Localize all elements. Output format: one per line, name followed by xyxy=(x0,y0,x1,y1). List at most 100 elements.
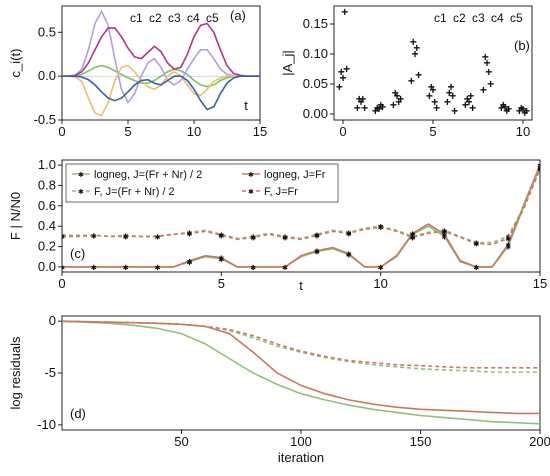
x-tick-label: 15 xyxy=(253,124,267,139)
scatter-point: + xyxy=(518,101,525,115)
plot-area: ✱ ✱ ✱ ✱✱ ✱✱ ✱✱ ✱✱✱ ✱✱✱✱✱ ✱ ✱ ✱✱ ✱✱ ✱✱ ✱✱✱ ✱✱✱✱✱ ✱ ✱ ✱✱ ✱ ✱ ✱… xyxy=(59,162,543,272)
scatter-point: + xyxy=(467,89,474,103)
scatter-point: + xyxy=(446,86,453,100)
y-tick-label: 0.0 xyxy=(38,68,56,83)
scatter-point: + xyxy=(375,102,382,116)
series-marker: ✱ xyxy=(473,240,479,248)
series-line-2 xyxy=(62,164,540,268)
scatter-point: + xyxy=(523,104,530,118)
series-marker: ✱ xyxy=(410,230,416,238)
axes-frame xyxy=(61,315,541,431)
scatter-point: + xyxy=(482,50,489,64)
scatter-point: + xyxy=(357,95,364,109)
scatter-point: + xyxy=(485,65,492,79)
series-marker: ✱ xyxy=(218,231,224,239)
series-marker: ✱ xyxy=(187,230,193,238)
legend-entry: c2 xyxy=(149,11,162,25)
series-marker: ✱ xyxy=(91,264,97,272)
scatter-point: + xyxy=(341,5,348,19)
series-marker: ✱ xyxy=(441,233,447,241)
series-marker: ✱ xyxy=(378,224,384,232)
series-marker: ✱ xyxy=(59,264,65,272)
y-axis-label: |A_j| xyxy=(280,50,295,76)
legend-entry: c2 xyxy=(453,11,466,25)
x-tick-label: 10 xyxy=(187,124,201,139)
y-tick-label: 0.8 xyxy=(38,177,56,192)
legend-entry: logneg, J=(Fr + Nr) / 2 xyxy=(94,169,202,181)
x-tick-label: 0 xyxy=(58,124,65,139)
scatter-point: + xyxy=(449,89,456,103)
scatter-point: + xyxy=(505,102,512,116)
series-marker: ✱ xyxy=(473,264,479,272)
series-marker: ✱ xyxy=(91,232,97,240)
scatter-point: + xyxy=(343,62,350,76)
svg-text:✱: ✱ xyxy=(78,171,84,179)
x-tick-label: 15 xyxy=(533,276,547,291)
y-tick-label: 0.4 xyxy=(38,218,56,233)
y-tick-label: 1.0 xyxy=(38,157,56,172)
series-line-1 xyxy=(62,320,540,425)
scatter-point: + xyxy=(451,104,458,118)
scatter-point: + xyxy=(429,83,436,97)
scatter-point: + xyxy=(487,77,494,91)
y-tick-label: 0.05 xyxy=(303,76,328,91)
scatter-point: + xyxy=(428,80,435,94)
series-line-2 xyxy=(62,9,260,105)
scatter-point: + xyxy=(372,104,379,118)
series-line-5 xyxy=(62,75,260,111)
x-tick-label: 200 xyxy=(529,434,550,449)
scatter-point: + xyxy=(464,92,471,106)
x-tick-label: 0 xyxy=(58,276,65,291)
scatter-point: + xyxy=(339,71,346,85)
scatter-point: + xyxy=(336,80,343,94)
series-marker: ✱ xyxy=(155,233,161,241)
series-marker: ✱ xyxy=(505,235,511,243)
axes-frame xyxy=(61,5,261,121)
series-marker: ✱ xyxy=(282,264,288,272)
series-marker: ✱ xyxy=(346,230,352,238)
series-marker: ✱ xyxy=(346,252,352,260)
series-marker: ✱ xyxy=(123,264,129,272)
series-marker: ✱ xyxy=(59,264,65,272)
scatter-point: + xyxy=(480,83,487,97)
scatter-point: + xyxy=(431,95,438,109)
panel-label: (a) xyxy=(230,8,246,23)
series-marker: ✱ xyxy=(378,264,384,272)
panel-label: (b) xyxy=(514,38,530,53)
x-axis-label: iteration xyxy=(278,450,324,465)
scatter-point: + xyxy=(433,101,440,115)
panel-2: 0 5 10 150.00.20.40.60.81.0F | N/N0(c)t✱ ✱ ✱ ✱… xyxy=(8,157,547,293)
series-marker: ✱ xyxy=(314,249,320,257)
series-marker: ✱ xyxy=(314,248,320,256)
scatter-point: + xyxy=(519,102,526,116)
series-marker: ✱ xyxy=(410,234,416,242)
panel-label: (d) xyxy=(70,406,86,421)
scatter-point: + xyxy=(498,101,505,115)
scatter-point: + xyxy=(377,98,384,112)
y-tick-label: 0.6 xyxy=(38,198,56,213)
y-tick-label: -5 xyxy=(44,365,56,380)
y-tick-label: 0.5 xyxy=(38,24,56,39)
x-tick-label: 5 xyxy=(429,124,436,139)
legend-entry: c5 xyxy=(510,11,523,25)
series-marker: ✱ xyxy=(218,255,224,263)
series-line-3 xyxy=(62,64,260,117)
series-marker: ✱ xyxy=(314,232,320,240)
scatter-point: + xyxy=(379,100,386,114)
series-marker: ✱ xyxy=(505,244,511,252)
series-line-3 xyxy=(62,320,540,373)
series-line-4 xyxy=(62,168,540,246)
x-tick-label: 5 xyxy=(124,124,131,139)
series-marker: ✱ xyxy=(314,231,320,239)
scatter-point: + xyxy=(462,98,469,112)
series-marker: ✱ xyxy=(537,165,543,173)
y-axis-label: c_i(t) xyxy=(8,49,23,78)
x-annotation: t xyxy=(244,98,248,113)
y-tick-label: 0.00 xyxy=(303,106,328,121)
scatter-point: + xyxy=(411,47,418,61)
x-annotation: t xyxy=(299,278,303,293)
x-tick-label: 0 xyxy=(339,124,346,139)
series-marker: ✱ xyxy=(346,251,352,259)
series-marker: ✱ xyxy=(250,264,256,272)
